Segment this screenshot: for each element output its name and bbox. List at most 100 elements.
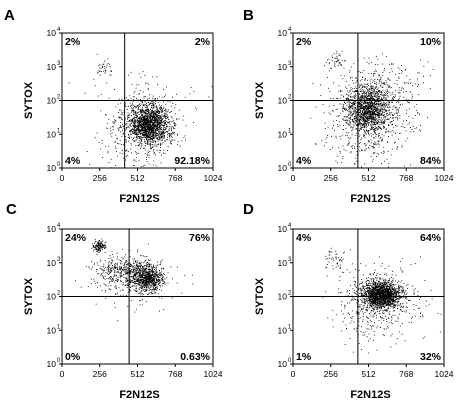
event-point	[149, 135, 150, 136]
event-point	[134, 133, 135, 134]
event-point	[156, 107, 157, 108]
event-point	[365, 145, 366, 146]
event-point	[150, 289, 151, 290]
event-point	[111, 70, 112, 71]
event-point	[95, 85, 96, 86]
event-point	[324, 146, 325, 147]
event-point	[111, 264, 112, 265]
event-point	[349, 143, 350, 144]
event-point	[133, 101, 134, 102]
event-point	[134, 119, 135, 120]
event-point	[121, 112, 122, 113]
event-point	[148, 141, 149, 142]
event-point	[133, 114, 134, 115]
event-point	[365, 132, 366, 133]
event-point	[366, 113, 367, 114]
event-point	[139, 130, 140, 131]
event-point	[354, 88, 355, 89]
event-point	[151, 125, 152, 126]
event-point	[386, 129, 387, 130]
event-point	[418, 112, 419, 113]
event-point	[120, 122, 121, 123]
event-point	[153, 132, 154, 133]
event-point	[384, 102, 385, 103]
event-point	[365, 78, 366, 79]
event-point	[353, 102, 354, 103]
event-point	[340, 98, 341, 99]
event-point	[166, 118, 167, 119]
event-point	[365, 99, 366, 100]
event-point	[360, 126, 361, 127]
event-point	[108, 274, 109, 275]
event-point	[343, 118, 344, 119]
event-point	[375, 126, 376, 127]
event-point	[148, 110, 149, 111]
event-point	[359, 130, 360, 131]
event-point	[371, 87, 372, 88]
event-point	[154, 280, 155, 281]
event-point	[176, 125, 177, 126]
event-point	[145, 112, 146, 113]
event-point	[351, 113, 352, 114]
event-point	[162, 111, 163, 112]
event-point	[168, 119, 169, 120]
event-point	[158, 122, 159, 123]
event-point	[363, 127, 364, 128]
event-point	[106, 272, 107, 273]
event-point	[334, 63, 335, 64]
event-point	[170, 126, 171, 127]
event-point	[132, 104, 133, 105]
event-point	[172, 103, 173, 104]
event-point	[376, 97, 377, 98]
event-point	[109, 282, 110, 283]
event-point	[418, 84, 419, 85]
event-point	[136, 112, 137, 113]
event-point	[166, 87, 167, 88]
event-point	[362, 127, 363, 128]
event-point	[334, 130, 335, 131]
event-point	[340, 153, 341, 154]
event-point	[336, 56, 337, 57]
event-point	[355, 96, 356, 97]
event-point	[159, 126, 160, 127]
event-point	[385, 116, 386, 117]
event-point	[134, 114, 135, 115]
quadrant-lower-right-percent: 92.18%	[174, 155, 210, 167]
event-point	[172, 97, 173, 98]
event-point	[331, 98, 332, 99]
event-point	[131, 265, 132, 266]
event-point	[365, 125, 366, 126]
event-point	[409, 102, 410, 103]
event-point	[356, 91, 357, 92]
event-point	[364, 118, 365, 119]
event-point	[352, 119, 353, 120]
event-point	[370, 92, 371, 93]
event-point	[104, 66, 105, 67]
event-point	[366, 127, 367, 128]
event-point	[144, 278, 145, 279]
event-point	[386, 113, 387, 114]
event-point	[143, 133, 144, 134]
event-point	[363, 106, 364, 107]
event-point	[154, 144, 155, 145]
event-point	[154, 111, 155, 112]
event-point	[329, 62, 330, 63]
event-point	[177, 135, 178, 136]
event-point	[365, 123, 366, 124]
event-point	[375, 120, 376, 121]
event-point	[114, 264, 115, 265]
event-point	[327, 60, 328, 61]
event-point	[133, 165, 134, 166]
event-point	[371, 120, 372, 121]
event-point	[159, 115, 160, 116]
y-tick-label: 10	[278, 129, 288, 139]
event-point	[370, 105, 371, 106]
event-point	[386, 119, 387, 120]
event-point	[150, 117, 151, 118]
event-point	[165, 114, 166, 115]
event-point	[118, 117, 119, 118]
event-point	[160, 262, 161, 263]
event-point	[375, 116, 376, 117]
event-point	[377, 89, 378, 90]
event-point	[377, 112, 378, 113]
